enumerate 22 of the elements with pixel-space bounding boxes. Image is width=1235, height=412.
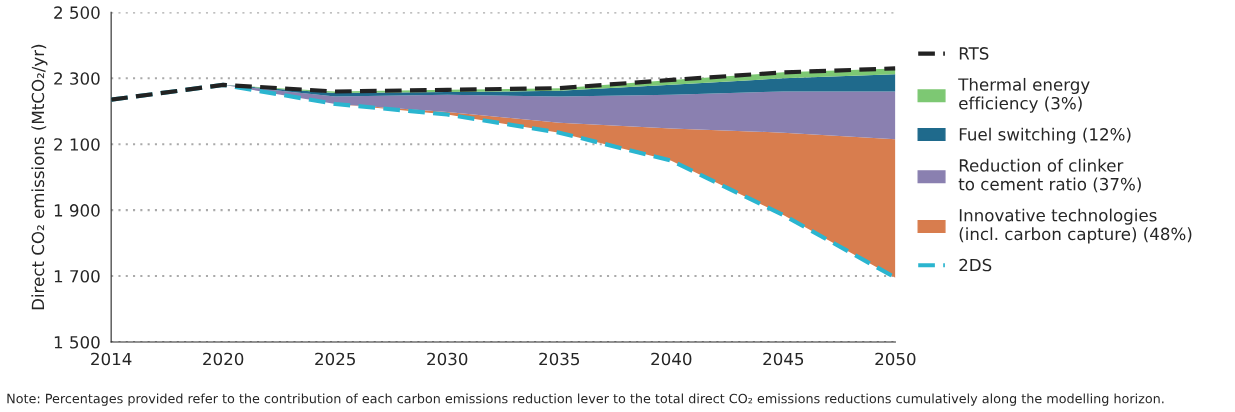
- y-tick-label: 1 700: [54, 270, 100, 283]
- x-tick-label: 2030: [427, 352, 468, 366]
- y-tick-label: 1 500: [54, 335, 100, 349]
- x-tick-label: 2035: [539, 352, 580, 366]
- legend-label: Thermal energy efficiency (3%): [958, 77, 1090, 113]
- legend-label: RTS: [959, 47, 989, 60]
- x-tick-label: 2045: [763, 352, 804, 366]
- y-tick-label: 1 900: [54, 204, 100, 217]
- x-tick-label: 2025: [315, 352, 355, 366]
- x-tick-label: 2040: [651, 352, 692, 366]
- x-tick-label: 2014: [91, 352, 132, 366]
- legend-label: Innovative technologies (incl. carbon capture) (48%): [959, 208, 1192, 244]
- y-tick-label: 2 300: [54, 72, 100, 85]
- legend-label: Reduction of clinker to cement ratio (37%): [958, 158, 1141, 193]
- y-tick-label: 2 100: [54, 138, 100, 151]
- legend-label: Fuel switching (12%): [959, 127, 1131, 144]
- x-tick-label: 2020: [203, 352, 244, 366]
- text: Note: Percentages provided refer to the contribution of each carbon emissions reduction lever to the total direct CO₂ emissions reductions cumulatively along the modelling horizon.: [7, 393, 1164, 406]
- y-tick-label: 2 500: [54, 6, 100, 19]
- y-axis-title: Direct CO₂ emissions (MtCO₂/yr): [31, 44, 48, 310]
- x-tick-label: 2050: [875, 352, 916, 366]
- legend-label: 2DS: [959, 258, 992, 272]
